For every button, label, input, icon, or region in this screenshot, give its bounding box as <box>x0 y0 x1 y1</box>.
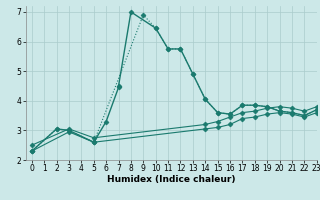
X-axis label: Humidex (Indice chaleur): Humidex (Indice chaleur) <box>107 175 236 184</box>
